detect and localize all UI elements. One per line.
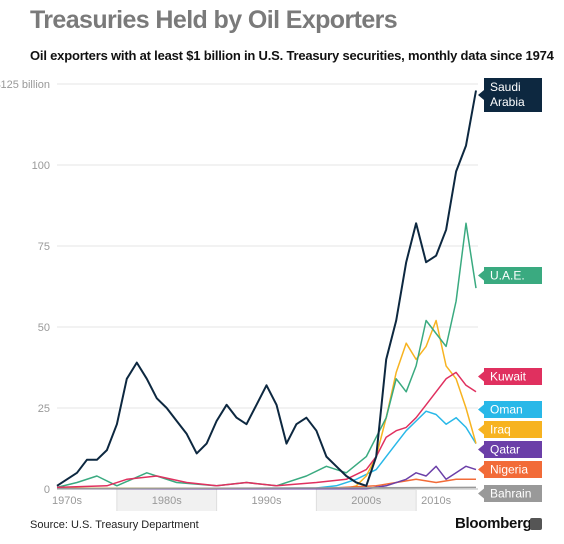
line-chart: $125 billion 100 75 50 25 0 1970s 1980s 1990s 20… xyxy=(0,78,542,511)
series-tag-pointer xyxy=(478,270,484,281)
series-tag-pointer xyxy=(478,444,484,455)
x-tick-label: 1990s xyxy=(252,495,282,507)
series-line-u-a-e- xyxy=(56,222,477,489)
series-tag-box xyxy=(484,368,542,385)
series-tag-box xyxy=(484,267,542,284)
series-tag-u-a-e-: U.A.E. xyxy=(478,267,542,284)
series-labels: Oman Iraq U.A.E. Kuwait Nigeria Qatar Bahrain S… xyxy=(478,78,542,502)
series-label: Nigeria xyxy=(490,463,528,477)
y-tick-label: 75 xyxy=(38,241,50,253)
series-tag-pointer xyxy=(478,404,484,415)
series-label: Arabia xyxy=(490,95,525,109)
series-label: U.A.E. xyxy=(490,269,525,283)
series-label: Kuwait xyxy=(490,370,527,384)
x-axis-ticks: 1970s 1980s 1990s 2000s 2010s xyxy=(52,495,452,507)
series-tag-pointer xyxy=(478,371,484,382)
y-tick-label: $125 billion xyxy=(0,79,50,91)
series-line-bahrain xyxy=(56,486,477,490)
series-lines xyxy=(56,90,477,490)
series-label: Saudi xyxy=(490,80,521,94)
series-tag-box xyxy=(484,421,542,438)
y-tick-label: 50 xyxy=(38,322,50,334)
series-tag-pointer xyxy=(478,424,484,435)
gridlines xyxy=(57,83,478,511)
decade-band-0 xyxy=(116,489,217,511)
series-label: Bahrain xyxy=(490,487,531,501)
series-line-saudi-arabia xyxy=(56,90,477,487)
series-line-kuwait xyxy=(56,371,477,489)
series-tag-box xyxy=(484,441,542,458)
source-note: Source: U.S. Treasury Department xyxy=(30,519,199,531)
x-tick-label: 1980s xyxy=(152,495,182,507)
series-tag-box xyxy=(484,78,542,112)
series-tag-bahrain: Bahrain xyxy=(478,485,542,502)
series-tag-box xyxy=(484,461,542,478)
y-axis-ticks: $125 billion 100 75 50 25 0 xyxy=(0,79,50,496)
series-line-qatar xyxy=(57,465,477,490)
chart-title: Treasuries Held by Oil Exporters xyxy=(30,6,398,34)
series-tag-qatar: Qatar xyxy=(478,441,542,458)
series-label: Oman xyxy=(490,403,523,417)
series-label: Qatar xyxy=(490,443,520,457)
series-tag-nigeria: Nigeria xyxy=(478,461,542,478)
chart-subtitle: Oil exporters with at least $1 billion i… xyxy=(30,48,554,63)
series-tag-pointer xyxy=(478,488,484,499)
series-tag-box xyxy=(484,485,542,502)
decade-bands xyxy=(116,489,417,511)
y-tick-label: 0 xyxy=(44,484,50,496)
x-tick-label: 1970s xyxy=(52,495,82,507)
series-tag-pointer xyxy=(478,464,484,475)
series-tag-box xyxy=(484,401,542,418)
y-tick-label: 25 xyxy=(38,403,50,415)
brand-logo: Bloomberg xyxy=(455,515,532,532)
y-tick-label: 100 xyxy=(32,160,50,172)
x-tick-label: 2000s xyxy=(351,495,381,507)
series-line-oman xyxy=(57,410,477,490)
series-label: Iraq xyxy=(490,423,511,437)
series-tag-iraq: Iraq xyxy=(478,421,542,438)
series-tag-pointer xyxy=(478,90,484,100)
bloomberg-mark-icon xyxy=(530,518,542,530)
series-line-iraq xyxy=(57,319,477,490)
series-tag-kuwait: Kuwait xyxy=(478,368,542,385)
series-tag-oman: Oman xyxy=(478,401,542,418)
x-tick-label: 2010s xyxy=(421,495,451,507)
decade-band-1 xyxy=(316,489,417,511)
